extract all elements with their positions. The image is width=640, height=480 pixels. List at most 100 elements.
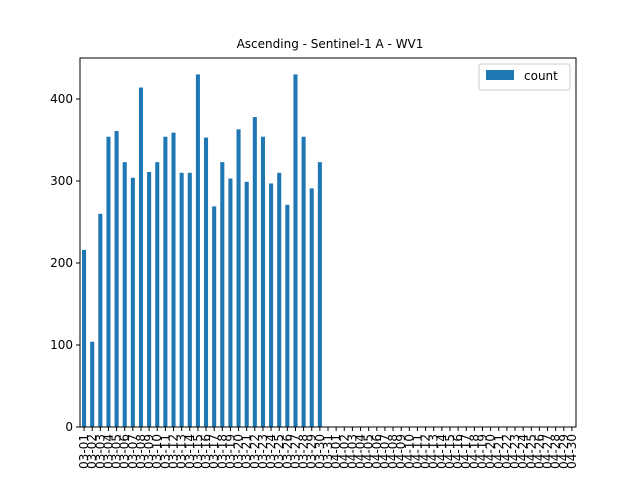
y-tick-label: 200 xyxy=(50,256,73,270)
x-tick-label: 03-13 xyxy=(175,434,189,469)
x-tick-label: 03-27 xyxy=(288,434,302,469)
x-tick-label: 03-25 xyxy=(272,434,286,469)
bar-03-05 xyxy=(114,130,119,428)
bar-03-20 xyxy=(236,129,241,427)
bars-group xyxy=(82,74,322,428)
bar-03-10 xyxy=(155,162,160,427)
bar-03-15 xyxy=(195,74,200,428)
bar-03-04 xyxy=(106,136,111,427)
x-tick-label: 03-18 xyxy=(215,434,229,469)
legend-label-count: count xyxy=(524,69,558,83)
x-tick-label: 03-08 xyxy=(134,434,148,469)
x-tick-label: 04-22 xyxy=(500,434,514,469)
x-tick-label: 04-10 xyxy=(402,434,416,469)
bar-03-02 xyxy=(90,341,95,427)
y-tick-label: 300 xyxy=(50,174,73,188)
x-tick-label: 04-08 xyxy=(386,434,400,469)
x-tick-label: 03-05 xyxy=(110,434,124,469)
bar-03-21 xyxy=(244,181,249,427)
bar-03-06 xyxy=(122,162,127,427)
bar-03-03 xyxy=(98,213,103,427)
legend: count xyxy=(478,63,571,91)
x-tick-label: 03-07 xyxy=(126,434,140,469)
x-tick-label: 03-04 xyxy=(101,434,115,469)
x-tick-label: 03-10 xyxy=(150,434,164,469)
x-tick-label: 04-13 xyxy=(427,434,441,469)
legend-swatch xyxy=(486,70,514,80)
x-tick-label: 03-14 xyxy=(183,434,197,469)
x-tick-label: 03-31 xyxy=(321,434,335,469)
axes-group xyxy=(79,57,577,428)
x-tick-label: 04-25 xyxy=(524,434,538,469)
bar-03-27 xyxy=(293,74,298,428)
x-tick-label: 04-03 xyxy=(345,434,359,469)
bar-03-01 xyxy=(82,249,87,427)
x-tick-label: 03-17 xyxy=(207,434,221,469)
x-tick-label: 04-02 xyxy=(337,434,351,469)
x-tick-label: 04-20 xyxy=(484,434,498,469)
x-tick-label: 03-16 xyxy=(199,434,213,469)
x-tick-label: 04-16 xyxy=(451,434,465,469)
x-tick-label: 03-19 xyxy=(223,434,237,469)
x-tick-label: 04-15 xyxy=(443,434,457,469)
x-tick-label: 03-22 xyxy=(248,434,262,469)
x-tick-label: 04-29 xyxy=(557,434,571,469)
x-tick-label: 04-07 xyxy=(378,434,392,469)
x-tick-label: 03-28 xyxy=(297,434,311,469)
y-tick-label: 100 xyxy=(50,338,73,352)
plot-frame xyxy=(79,57,577,428)
bar-03-18 xyxy=(220,162,225,427)
x-tick-label: 03-11 xyxy=(158,434,172,469)
x-tick-label: 04-21 xyxy=(492,434,506,469)
bar-03-08 xyxy=(138,87,144,428)
bar-03-24 xyxy=(269,183,274,427)
x-tick-label: 04-23 xyxy=(508,434,522,469)
x-tick-label: 03-06 xyxy=(118,434,132,469)
x-tick-label: 04-19 xyxy=(475,434,489,469)
x-tick-label: 04-18 xyxy=(467,434,481,469)
y-tick-label: 0 xyxy=(65,420,73,434)
y-ticks-group: 0 100 200 300 400 xyxy=(50,92,80,434)
x-tick-label: 03-23 xyxy=(256,434,270,469)
x-tick-label: 04-24 xyxy=(516,434,530,469)
x-tick-label: 03-26 xyxy=(280,434,294,469)
chart-title: Ascending - Sentinel-1 A - WV1 xyxy=(237,37,424,51)
x-tick-label: 04-06 xyxy=(370,434,384,469)
bar-03-14 xyxy=(187,172,192,427)
x-tick-label: 03-02 xyxy=(85,434,99,469)
bar-03-16 xyxy=(204,137,209,428)
bar-03-17 xyxy=(212,206,217,427)
bar-03-26 xyxy=(285,204,290,427)
bar-03-23 xyxy=(260,136,265,427)
x-tick-label: 03-01 xyxy=(77,434,91,469)
x-tick-label: 04-11 xyxy=(410,434,424,469)
bar-03-19 xyxy=(228,178,233,427)
y-tick-label: 400 xyxy=(50,92,73,106)
bar-03-09 xyxy=(147,171,152,427)
x-tick-label: 03-20 xyxy=(232,434,246,469)
x-tick-label: 04-17 xyxy=(459,434,473,469)
x-tick-label: 04-27 xyxy=(541,434,555,469)
bar-03-28 xyxy=(301,136,306,427)
x-tick-label: 04-12 xyxy=(419,434,433,469)
x-tick-label: 03-03 xyxy=(93,434,107,469)
bar-03-11 xyxy=(163,136,168,427)
x-tick-label: 04-05 xyxy=(362,434,376,469)
x-tick-label: 04-04 xyxy=(354,434,368,469)
x-tick-label: 03-24 xyxy=(264,434,278,469)
bar-03-22 xyxy=(252,117,257,427)
bar-03-25 xyxy=(277,172,282,427)
x-tick-label: 03-29 xyxy=(305,434,319,469)
x-tick-label: 04-14 xyxy=(435,434,449,469)
x-tick-label: 04-28 xyxy=(549,434,563,469)
bar-03-29 xyxy=(309,188,314,427)
x-tick-label: 04-26 xyxy=(532,434,546,469)
bar-03-13 xyxy=(179,172,184,427)
x-tick-label: 04-09 xyxy=(394,434,408,469)
x-tick-label: 03-21 xyxy=(240,434,254,469)
x-tick-label: 04-30 xyxy=(565,434,579,469)
bar-03-12 xyxy=(171,132,176,427)
x-tick-label: 03-15 xyxy=(191,434,205,469)
bar-03-30 xyxy=(317,162,322,427)
